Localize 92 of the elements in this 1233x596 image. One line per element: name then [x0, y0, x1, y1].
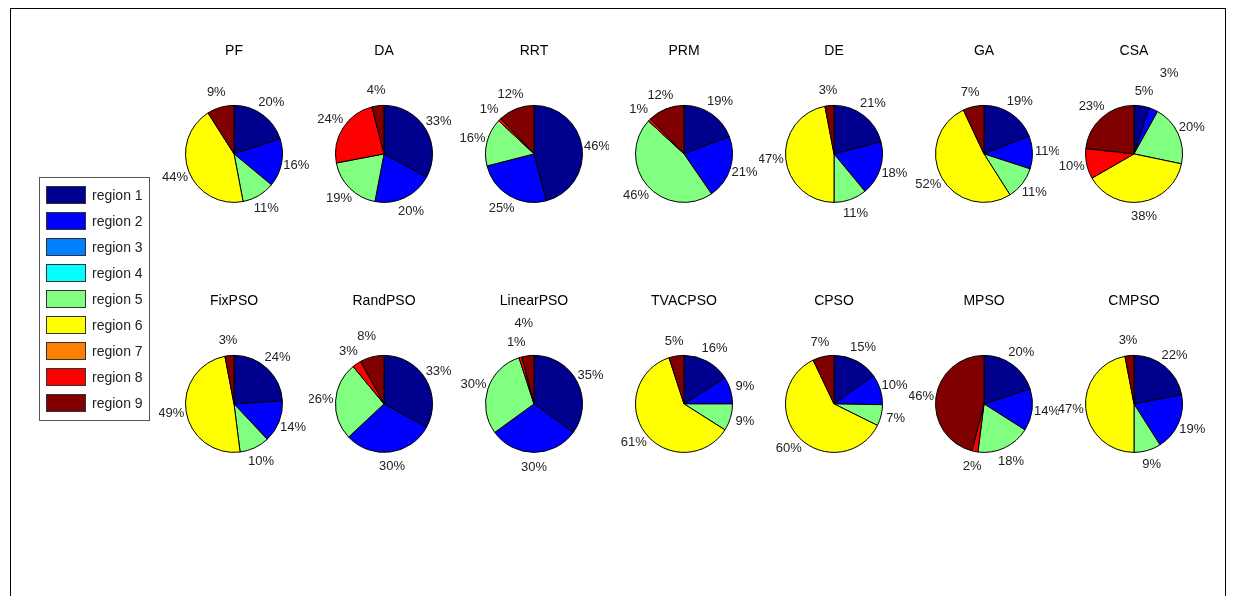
data-label: 3% [338, 342, 359, 358]
data-label: 10% [881, 376, 909, 392]
data-label: 46% [583, 137, 611, 153]
data-label: 19% [1179, 420, 1206, 436]
data-label: 22% [1161, 346, 1188, 362]
chart-title: PF [225, 42, 243, 59]
data-label: 18% [998, 452, 1025, 468]
data-label: 3% [1118, 332, 1138, 348]
data-label: 3% [1159, 65, 1179, 81]
legend-label: region 3 [92, 239, 143, 255]
legend-label: region 8 [92, 369, 143, 385]
chart-title: PRM [668, 42, 700, 59]
data-label: 21% [731, 164, 759, 180]
data-label: 11% [1034, 143, 1061, 159]
data-label: 8% [357, 328, 377, 344]
legend-label: region 5 [92, 291, 143, 307]
data-label: 60% [775, 440, 803, 456]
data-label: 16% [283, 157, 310, 173]
legend-label: region 4 [92, 265, 143, 281]
chart-title: TVACPSO [651, 292, 718, 309]
legend-label: region 7 [92, 343, 143, 359]
chart-title: CPSO [814, 292, 854, 309]
data-label: 46% [622, 187, 650, 203]
chart-title: LinearPSO [499, 292, 569, 309]
data-label: 38% [1131, 208, 1158, 224]
data-label: 16% [701, 339, 729, 355]
data-label: 12% [497, 86, 525, 102]
chart-title: CMPSO [1108, 292, 1160, 309]
data-label: 14% [280, 418, 307, 434]
data-label: 9% [735, 413, 755, 429]
data-label: 11% [1021, 184, 1048, 200]
data-label: 33% [425, 363, 453, 379]
data-label: 24% [317, 111, 344, 127]
data-label: 26% [307, 391, 335, 407]
data-label: 3% [818, 82, 838, 98]
data-label: 35% [577, 366, 605, 382]
data-label: 25% [488, 200, 516, 216]
data-label: 10% [1058, 158, 1086, 174]
chart-title: GA [973, 42, 995, 59]
chart-title: FixPSO [209, 292, 259, 309]
data-label: 52% [915, 176, 942, 192]
data-label: 21% [859, 95, 887, 111]
chart-title: DA [374, 42, 395, 59]
data-label: 20% [258, 94, 285, 110]
data-label: 9% [735, 377, 755, 393]
data-label: 23% [1078, 98, 1106, 114]
data-label: 30% [520, 458, 548, 474]
data-label: 11% [842, 205, 869, 221]
data-label: 47% [757, 151, 785, 167]
data-label: 3% [218, 332, 238, 348]
data-label: 7% [960, 83, 980, 99]
data-label: 10% [248, 452, 275, 468]
data-label: 16% [459, 129, 486, 145]
data-label: 18% [881, 165, 908, 181]
data-label: 15% [850, 339, 877, 355]
data-label: 11% [253, 200, 280, 216]
data-label: 20% [1008, 344, 1035, 360]
data-label: 7% [810, 333, 830, 349]
data-label: 1% [479, 100, 499, 116]
legend-label: region 1 [92, 187, 143, 203]
data-label: 61% [620, 434, 648, 450]
data-label: 4% [514, 314, 534, 330]
chart-title: DE [824, 42, 844, 59]
chart-title: RRT [519, 42, 549, 59]
data-label: 1% [629, 100, 649, 116]
data-label: 24% [264, 349, 291, 365]
data-label: 30% [460, 375, 488, 391]
data-label: 19% [326, 190, 353, 206]
data-label: 49% [158, 405, 185, 421]
legend-label: region 6 [92, 317, 143, 333]
data-label: 44% [161, 168, 189, 184]
data-label: 5% [664, 332, 684, 348]
data-label: 12% [647, 86, 674, 102]
chart-title: RandPSO [352, 292, 416, 309]
data-label: 46% [907, 387, 935, 403]
chart-title: MPSO [963, 292, 1005, 309]
legend-label: region 9 [92, 395, 143, 411]
chart-title: CSA [1119, 42, 1150, 59]
data-label: 9% [206, 84, 227, 100]
data-label: 33% [425, 113, 453, 129]
data-label: 1% [506, 334, 527, 350]
data-label: 5% [1134, 82, 1154, 98]
data-label: 7% [886, 410, 906, 426]
data-label: 20% [398, 202, 425, 218]
data-label: 19% [1006, 92, 1034, 108]
legend-label: region 2 [92, 213, 143, 229]
data-label: 30% [378, 458, 406, 474]
data-label: 19% [706, 93, 734, 109]
data-label: 20% [1178, 119, 1206, 135]
data-label: 4% [366, 82, 386, 98]
data-label: 2% [962, 457, 982, 473]
data-label: 9% [1142, 456, 1162, 472]
